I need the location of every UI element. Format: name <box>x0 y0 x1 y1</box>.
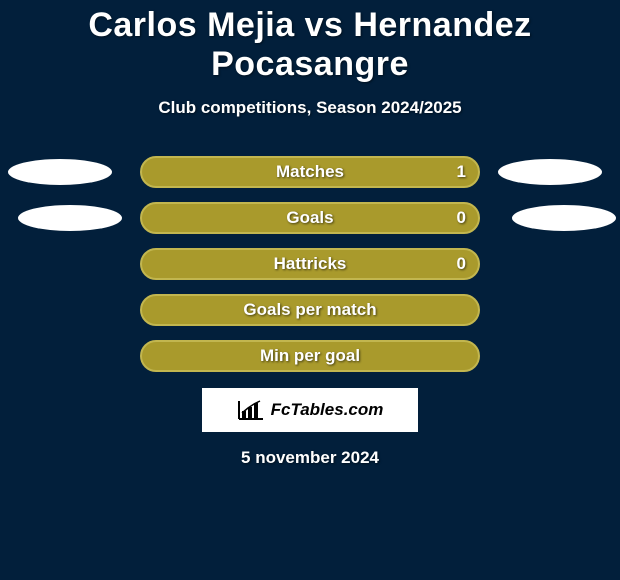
stat-row: Hattricks 0 <box>0 248 620 280</box>
stat-label: Goals per match <box>243 300 376 320</box>
stat-bar: Goals per match <box>140 294 480 326</box>
stat-rows: Matches 1 Goals 0 Hattricks 0 Goals per match M… <box>0 156 620 372</box>
left-value-ellipse <box>18 205 122 231</box>
stat-row: Goals per match <box>0 294 620 326</box>
page-title: Carlos Mejia vs Hernandez Pocasangre <box>0 0 620 84</box>
source-badge: FcTables.com <box>202 388 418 432</box>
stat-value: 0 <box>457 208 466 228</box>
date-text: 5 november 2024 <box>0 448 620 468</box>
stat-row: Min per goal <box>0 340 620 372</box>
stat-bar: Goals 0 <box>140 202 480 234</box>
stat-row: Goals 0 <box>0 202 620 234</box>
right-value-ellipse <box>498 159 602 185</box>
stat-label: Min per goal <box>260 346 360 366</box>
stat-label: Goals <box>286 208 333 228</box>
stat-value: 1 <box>457 162 466 182</box>
stat-label: Matches <box>276 162 344 182</box>
chart-icon <box>237 399 265 421</box>
source-badge-text: FcTables.com <box>271 400 384 420</box>
stat-value: 0 <box>457 254 466 274</box>
page-subtitle: Club competitions, Season 2024/2025 <box>0 98 620 118</box>
left-value-ellipse <box>8 159 112 185</box>
stat-bar: Hattricks 0 <box>140 248 480 280</box>
stat-bar: Min per goal <box>140 340 480 372</box>
right-value-ellipse <box>512 205 616 231</box>
stat-row: Matches 1 <box>0 156 620 188</box>
stat-bar: Matches 1 <box>140 156 480 188</box>
stat-label: Hattricks <box>274 254 347 274</box>
